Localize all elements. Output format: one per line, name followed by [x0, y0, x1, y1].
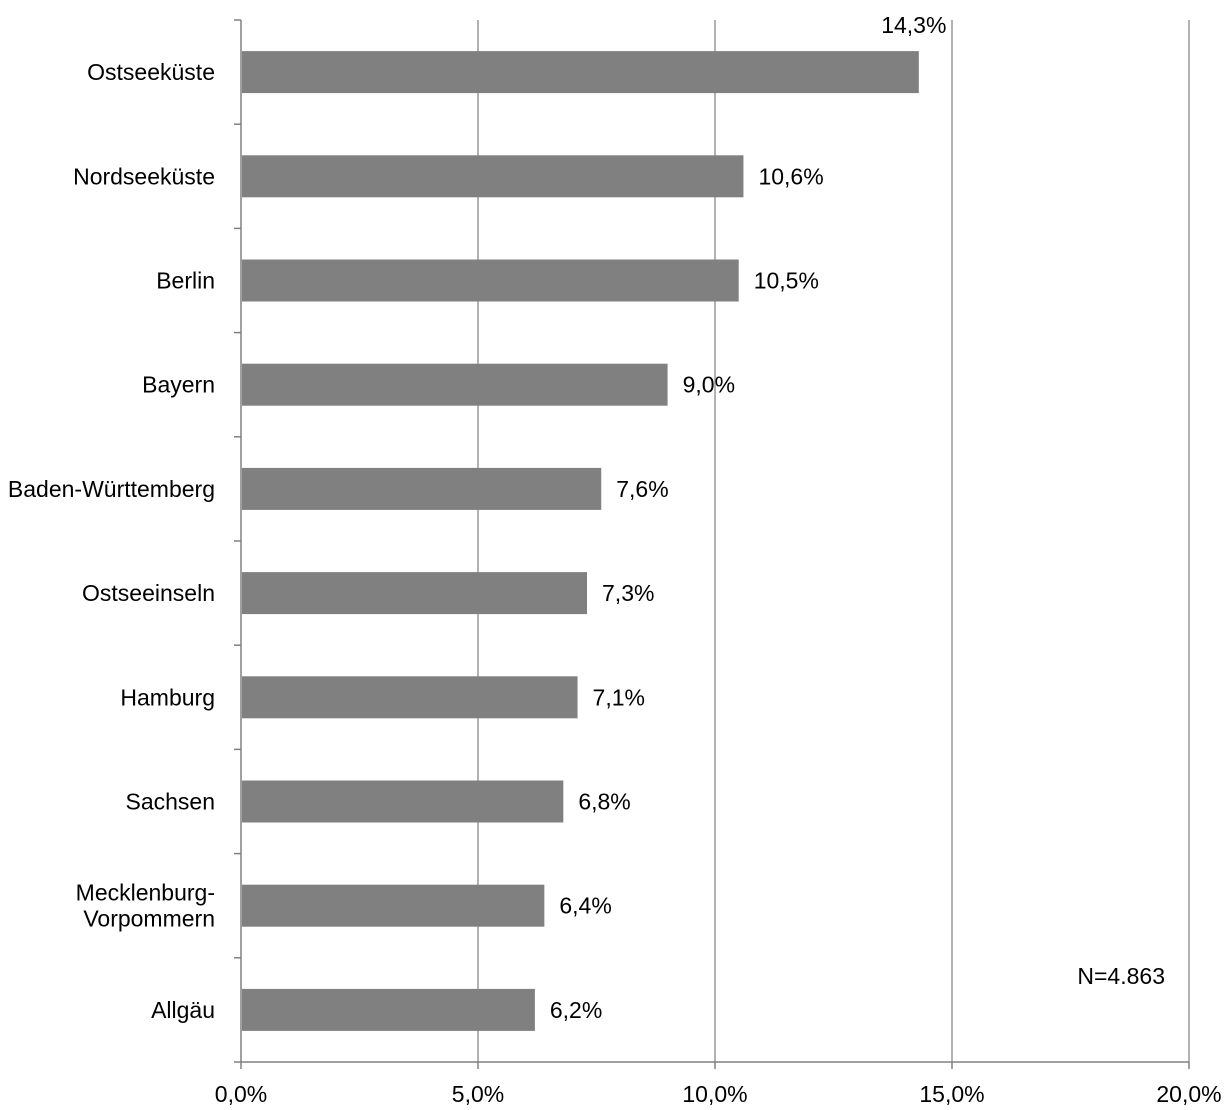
x-tick-label: 0,0%	[215, 1081, 267, 1107]
value-label: 14,3%	[881, 12, 946, 38]
category-label: Baden-Württemberg	[8, 476, 215, 502]
x-tick-label: 10,0%	[682, 1081, 747, 1107]
bar	[242, 572, 588, 615]
bar	[242, 676, 578, 719]
category-label: Ostseeinseln	[82, 580, 215, 606]
bar	[242, 51, 919, 94]
value-label: 6,8%	[578, 789, 630, 815]
bar	[242, 780, 564, 823]
value-label: 6,4%	[559, 893, 611, 919]
category-label: Allgäu	[151, 997, 215, 1023]
category-label: Hamburg	[120, 684, 215, 710]
category-label: Bayern	[142, 372, 215, 398]
bar	[242, 467, 602, 510]
value-label: 9,0%	[683, 372, 735, 398]
bar	[242, 259, 739, 302]
x-tick-label: 20,0%	[1156, 1081, 1221, 1107]
x-tick-label: 15,0%	[919, 1081, 984, 1107]
x-tick-label: 5,0%	[452, 1081, 504, 1107]
category-label: Berlin	[156, 268, 215, 294]
bar	[242, 884, 545, 927]
bar	[242, 988, 535, 1031]
category-label: Ostseeküste	[87, 59, 215, 85]
sample-size-annotation: N=4.863	[1077, 963, 1165, 989]
bars	[242, 51, 919, 1031]
value-label: 10,6%	[758, 163, 823, 189]
category-label: Sachsen	[125, 789, 215, 815]
bar	[242, 155, 744, 198]
category-label: Nordseeküste	[73, 163, 215, 189]
value-label: 6,2%	[550, 997, 602, 1023]
labels: 0,0% 5,0% 10,0% 15,0% 20,0% 14,3% Ostseeküste 1…	[8, 12, 1222, 1107]
value-label: 7,3%	[602, 580, 654, 606]
axes	[234, 19, 1190, 1069]
value-label: 10,5%	[754, 268, 819, 294]
category-label: Mecklenburg-	[76, 880, 215, 906]
value-label: 7,6%	[616, 476, 668, 502]
value-label: 7,1%	[593, 684, 645, 710]
bar	[242, 363, 668, 406]
category-label: Vorpommern	[83, 906, 215, 932]
